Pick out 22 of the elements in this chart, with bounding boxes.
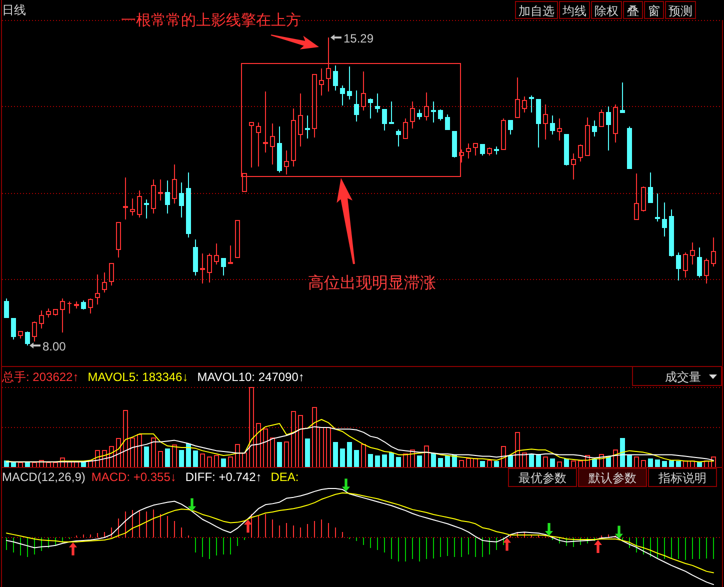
text: 加自选 (518, 4, 554, 18)
text: MAVOL10: 247090↑ (197, 370, 304, 384)
text: MAVOL5: 183346↓ (88, 370, 188, 384)
text: 窗 (648, 4, 660, 18)
text: 最优参数 (518, 471, 566, 485)
chart-title: MACD(12,26,9) (2, 470, 86, 484)
series-label: DEA: (270, 470, 299, 484)
series-label: DIFF: +0.742↑ (185, 470, 262, 484)
annotation: 一根常常的上影线擎在上方 (121, 12, 301, 29)
text: 默认参数 (588, 471, 636, 485)
text: 总手: 203622↑ (1, 370, 79, 384)
text: 均线 (562, 4, 586, 18)
chart-title: 日线 (2, 3, 26, 17)
annotation: 高位出现明显滞涨 (308, 274, 436, 292)
text: 除权 (594, 4, 618, 18)
text: 叠 (627, 4, 639, 18)
text: 指标说明 (658, 471, 706, 485)
text: MACD: +0.355↓ (91, 470, 176, 484)
text: 成交量 (665, 370, 701, 384)
text: 预测 (668, 4, 692, 18)
annotation: 15.29 (344, 32, 374, 46)
annotation: 8.00 (42, 340, 66, 354)
